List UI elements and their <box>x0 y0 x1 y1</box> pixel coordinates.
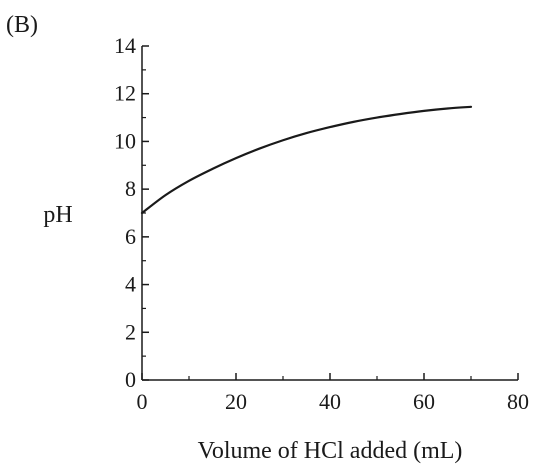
x-axis-label: Volume of HCl added (mL) <box>198 438 463 464</box>
x-tick-label: 60 <box>413 389 435 414</box>
y-tick-label: 0 <box>125 367 136 392</box>
x-tick-label: 40 <box>319 389 341 414</box>
x-axis: 0 20 40 60 80 <box>137 373 529 414</box>
x-tick-label: 20 <box>225 389 247 414</box>
y-axis: 0 2 4 6 8 10 12 14 <box>114 33 149 392</box>
x-tick-label: 0 <box>137 389 148 414</box>
panel-label: (B) <box>6 12 38 38</box>
y-tick-label: 8 <box>125 176 136 201</box>
series-line-0 <box>140 105 473 215</box>
y-tick-label: 10 <box>114 128 136 153</box>
y-tick-label: 4 <box>125 272 136 297</box>
y-tick-label: 14 <box>114 33 136 58</box>
x-tick-label: 80 <box>507 389 529 414</box>
y-tick-label: 2 <box>125 319 136 344</box>
y-tick-label: 12 <box>114 81 136 106</box>
y-tick-label: 6 <box>125 224 136 249</box>
y-axis-label: pH <box>43 202 72 228</box>
series-group <box>140 105 473 215</box>
